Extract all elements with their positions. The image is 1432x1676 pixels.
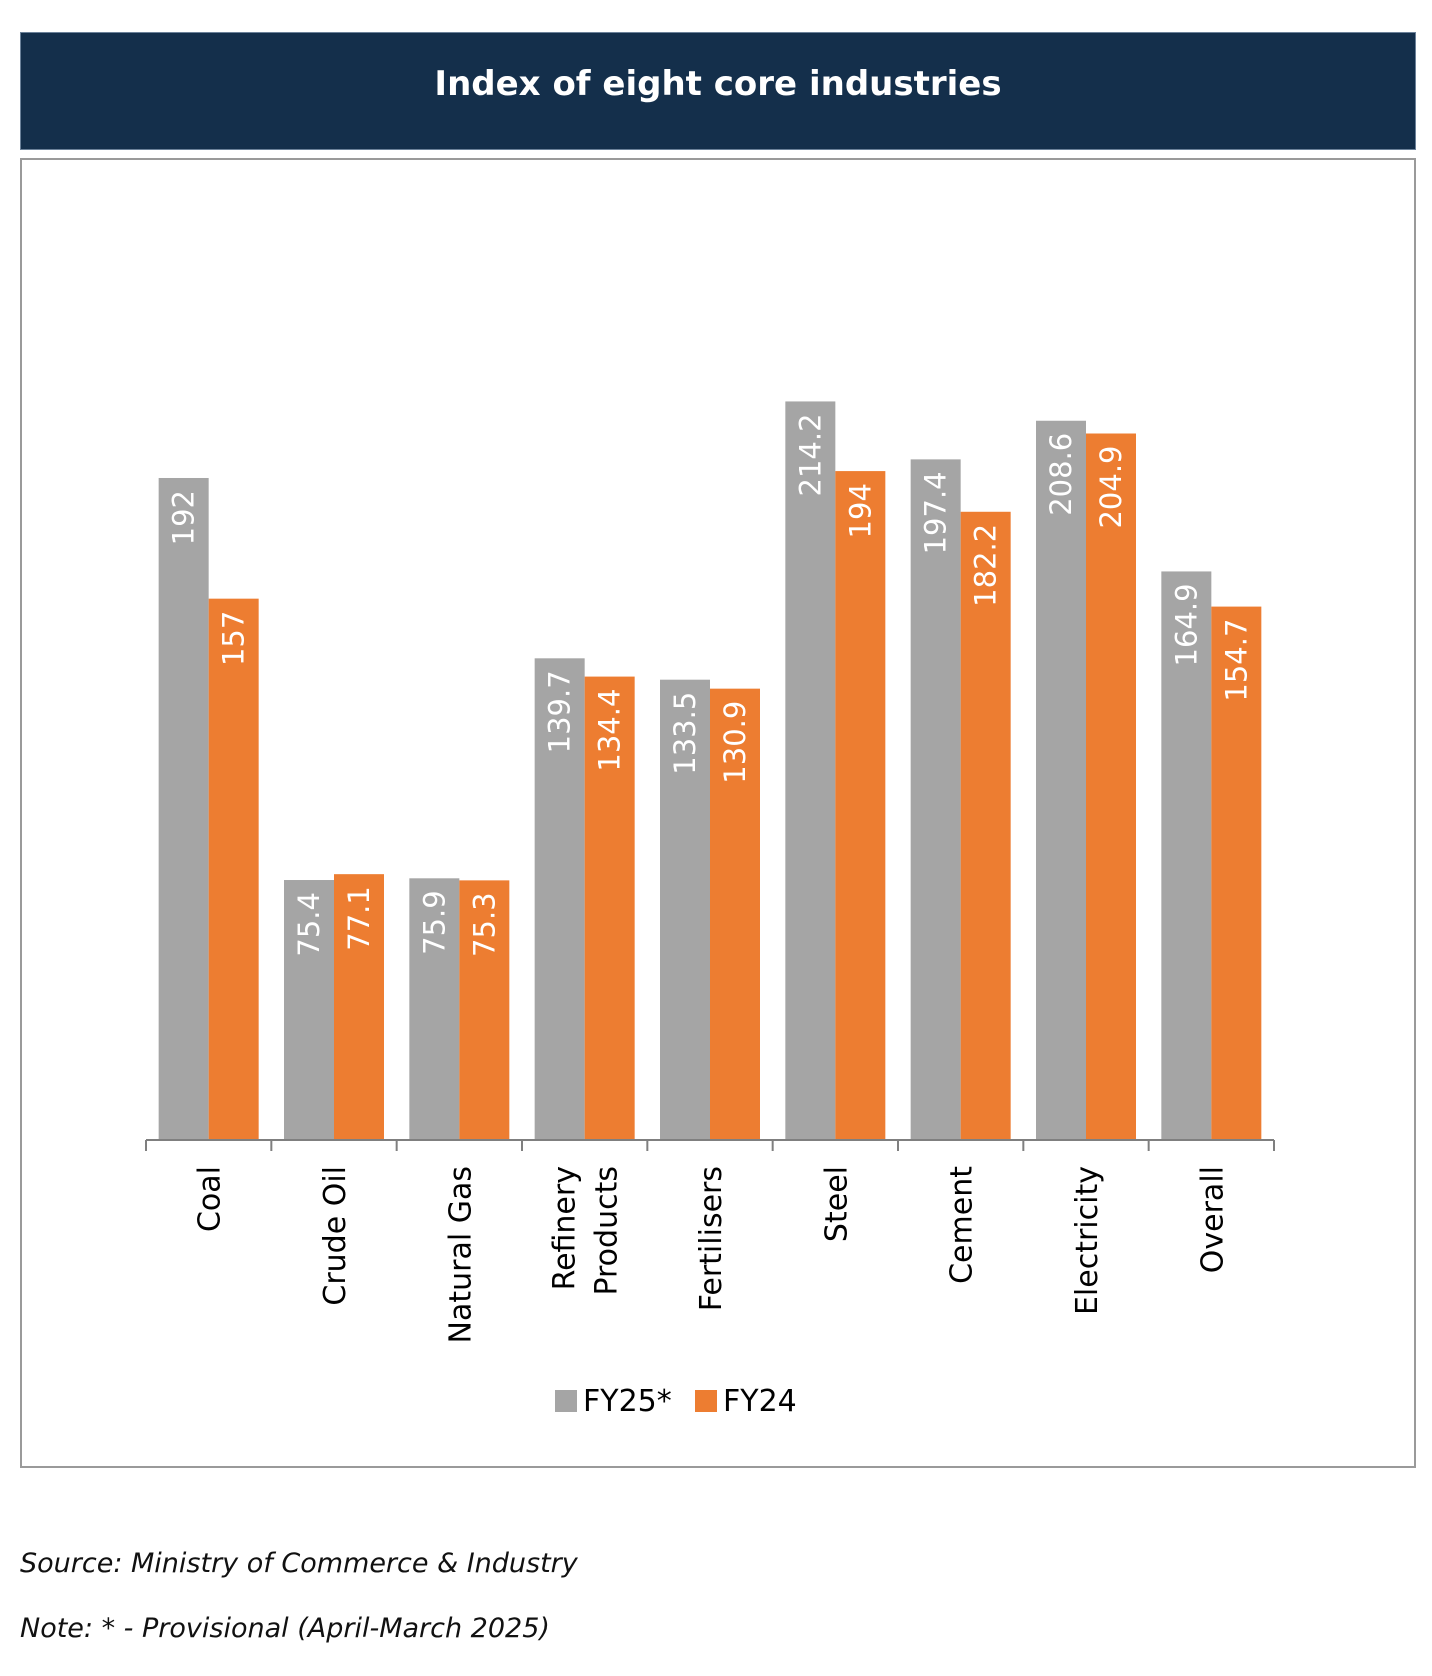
bar-electricity-fy24 [1086,433,1136,1141]
legend-label-fy24: FY24 [723,1384,797,1419]
data-label-electricity-fy24: 204.9 [1094,446,1128,529]
bar-overall-fy25 [1161,571,1212,1140]
legend-swatch-fy25 [555,1390,577,1412]
x-tick-label-steel: Steel [819,1166,854,1242]
bar-steel-fy24 [835,471,886,1140]
x-tick-label-refinery-products-line-2: Products [590,1166,625,1296]
bar-coal-fy25 [158,477,209,1140]
x-tick-label-natural-gas: Natural Gas [443,1166,478,1343]
bars-layer [158,401,1262,1141]
data-label-natural-gas-fy24: 75.3 [467,892,501,957]
data-label-refinery-products-fy25: 139.7 [543,670,577,753]
legend: FY25* FY24 [555,1384,797,1419]
bar-refinery-products-fy24 [584,676,635,1140]
bar-chart: 192 157 75.4 77.1 75.9 75.3 139.7 134.4 133.5 130… [145,401,1275,1419]
data-label-fertilisers-fy24: 130.9 [718,701,752,784]
legend-label-fy25: FY25* [583,1384,672,1419]
bar-natural-gas-fy24 [459,880,510,1140]
data-label-steel-fy25: 214.2 [793,413,827,496]
source-note: Source: Ministry of Commerce & Industry [20,1548,578,1579]
bar-crude-oil-fy24 [334,874,384,1140]
x-tick-label-cement: Cement [945,1166,980,1284]
bar-fertilisers-fy24 [710,688,760,1140]
bar-cement-fy24 [960,511,1011,1140]
data-label-coal-fy24: 157 [217,611,251,666]
x-tick-label-fertilisers: Fertilisers [694,1166,729,1311]
data-label-refinery-products-fy24: 134.4 [593,689,627,772]
bar-overall-fy24 [1211,606,1262,1140]
data-label-electricity-fy25: 208.6 [1044,433,1078,516]
chart-title: Index of eight core industries [434,64,1002,104]
bar-fertilisers-fy25 [660,679,710,1140]
legend-swatch-fy24 [695,1390,717,1412]
data-label-crude-oil-fy25: 75.4 [292,892,326,957]
data-label-cement-fy25: 197.4 [919,471,953,554]
x-tick-labels: Coal Crude Oil Natural Gas Refinery Products… [193,1166,1231,1344]
bar-natural-gas-fy25 [409,878,460,1140]
data-label-overall-fy24: 154.7 [1219,619,1253,702]
chart-title-bar: Index of eight core industries [20,32,1416,150]
x-tick-label-crude-oil: Crude Oil [318,1166,353,1306]
data-label-cement-fy24: 182.2 [969,524,1003,607]
data-label-overall-fy25: 164.9 [1169,583,1203,666]
data-labels-layer: 192 157 75.4 77.1 75.9 75.3 139.7 134.4 133.5 130… [167,413,1254,957]
bar-electricity-fy25 [1036,420,1086,1140]
provisional-note: Note: * - Provisional (April-March 2025) [20,1613,550,1644]
bar-cement-fy25 [910,459,961,1140]
x-axis [145,1139,1275,1151]
x-tick-label-refinery-products-line-1: Refinery [548,1166,583,1290]
data-label-steel-fy24: 194 [843,483,877,538]
data-label-natural-gas-fy25: 75.9 [417,890,451,955]
bar-crude-oil-fy25 [284,880,334,1140]
x-tick-label-overall: Overall [1195,1166,1230,1273]
x-tick-label-coal: Coal [193,1166,228,1232]
bar-refinery-products-fy25 [534,658,585,1140]
bar-coal-fy24 [208,598,259,1140]
data-label-coal-fy25: 192 [167,490,201,545]
data-label-crude-oil-fy24: 77.1 [342,886,376,951]
x-tick-label-electricity: Electricity [1070,1166,1105,1315]
bar-steel-fy25 [785,401,836,1140]
data-label-fertilisers-fy25: 133.5 [668,692,702,775]
